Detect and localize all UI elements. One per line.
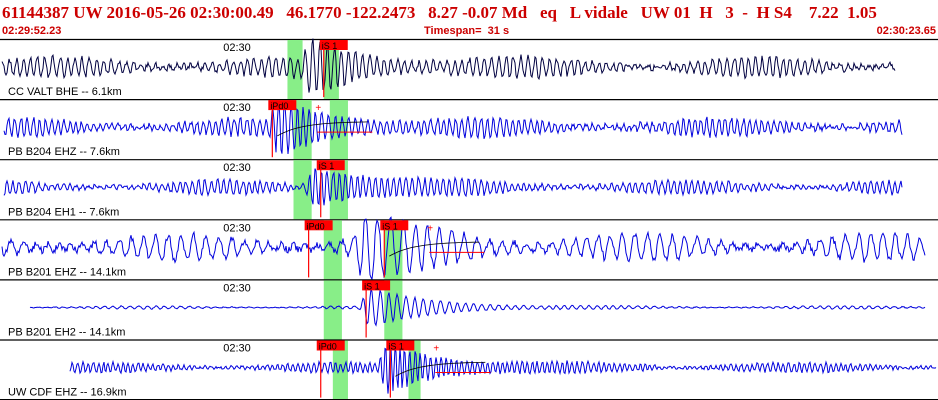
coda-decay-curve (389, 241, 480, 257)
coda-marker: + (315, 103, 321, 114)
coda-decay-curve (277, 121, 368, 137)
channel-label: UW CDF EHZ -- 16.9km (8, 387, 127, 399)
pick-label-box (304, 220, 333, 231)
coda-marker: + (433, 344, 439, 355)
channel-label: PB B204 EHZ -- 7.6km (8, 146, 120, 158)
pick-label: iS 1 (388, 342, 404, 352)
pick-label-box (319, 40, 348, 50)
channel-label: CC VALT BHE -- 6.1km (8, 86, 122, 98)
end-time: 02:30:23.65 (876, 25, 936, 37)
waveform-trace (3, 102, 903, 155)
pick-window-band (408, 340, 421, 400)
pick-label: iPd0 (307, 221, 325, 231)
pick-window-band (323, 220, 342, 280)
pick-window-band (293, 160, 312, 220)
pick-label-box (386, 340, 415, 351)
pick-label: iS 1 (322, 41, 338, 51)
event-header: 61144387 UW 2016-05-26 02:30:00.49 46.17… (0, 0, 938, 38)
pick-label: iPd0 (270, 101, 288, 111)
pick-label: iS 1 (364, 281, 380, 291)
waveform-trace (69, 346, 937, 394)
pick-label-box (380, 220, 409, 231)
timespan-label: Timespan= 31 s (424, 25, 510, 37)
event-title: 61144387 UW 2016-05-26 02:30:00.49 46.17… (2, 3, 877, 22)
coda-decay-curve (395, 361, 486, 377)
pick-label-box (316, 340, 345, 351)
time-tick-label: 02:30 (223, 162, 251, 174)
pick-window-band (332, 340, 348, 400)
pick-window-band (323, 280, 342, 340)
pick-window-band (287, 40, 303, 100)
pick-label-box (362, 280, 391, 291)
time-tick-label: 02:30 (223, 343, 251, 355)
waveform-trace (29, 288, 926, 327)
waveform-trace (1, 216, 926, 281)
pick-label: iS 1 (382, 221, 398, 231)
time-tick-label: 02:30 (223, 102, 251, 114)
channel-label: PB B201 EHZ -- 14.1km (8, 266, 126, 278)
start-time: 02:29:52.23 (2, 25, 62, 37)
pick-label: iPd0 (319, 342, 337, 352)
waveform-trace (3, 168, 903, 206)
pick-label: iS 1 (319, 161, 335, 171)
channel-label: PB B201 EH2 -- 14.1km (8, 327, 125, 339)
time-tick-label: 02:30 (223, 222, 251, 234)
time-tick-label: 02:30 (223, 42, 251, 54)
channel-label: PB B204 EH1 -- 7.6km (8, 206, 119, 218)
pick-label-box (268, 100, 297, 111)
pick-window-band (384, 280, 403, 340)
waveform-trace (1, 38, 896, 93)
pick-window-band (329, 100, 348, 160)
time-tick-label: 02:30 (223, 282, 251, 294)
pick-label-box (316, 160, 345, 171)
coda-marker: + (427, 223, 433, 234)
